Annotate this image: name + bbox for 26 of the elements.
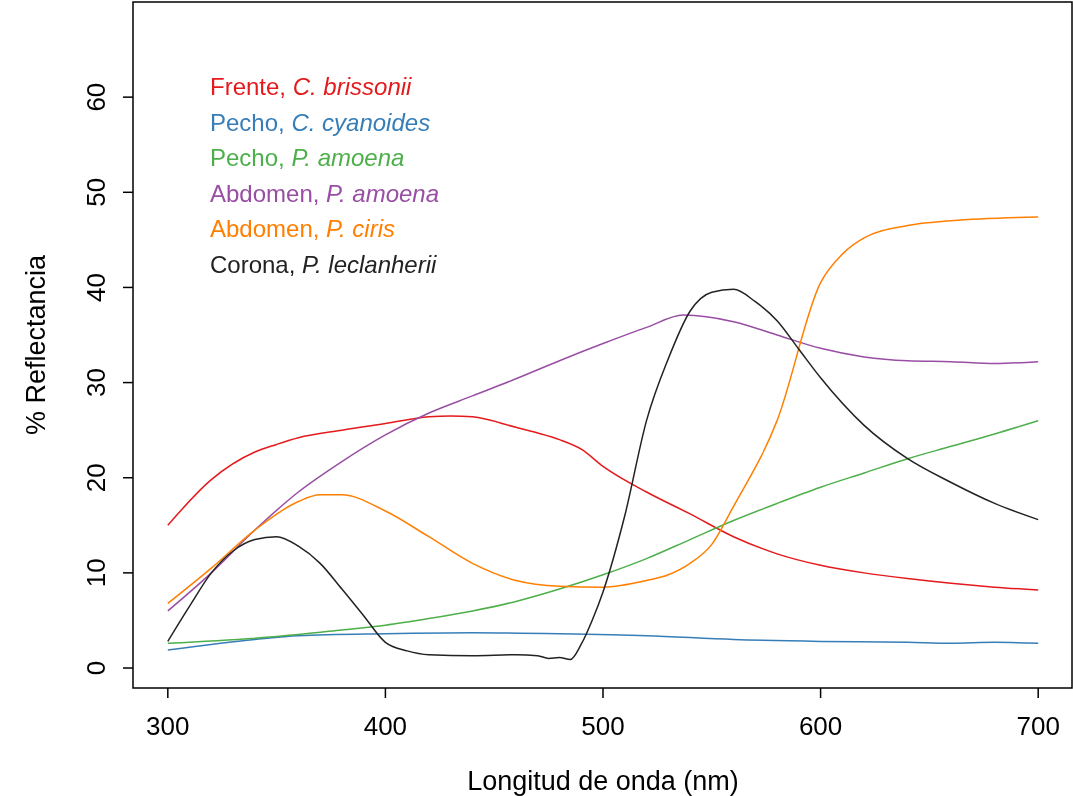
x-tick-label: 300 [146,711,190,741]
x-axis-title: Longitud de onda (nm) [467,766,739,796]
text: Abdomen, P. ciris [210,215,395,242]
x-tick-label: 400 [363,711,408,741]
y-tick-label: 0 [81,660,111,676]
text: Pecho, P. amoena [210,144,405,171]
text: Corona, P. leclanherii [210,250,438,278]
y-axis-title: % Reflectancia [21,253,51,436]
text: Pecho, C. cyanoides [210,108,431,136]
text: Abdomen, P. amoena [210,179,440,207]
x-tick-label: 700 [1016,711,1060,741]
line-series [167,419,1039,645]
line-series [167,288,1039,661]
line-series [167,216,1039,605]
y-tick-label: 40 [81,272,111,302]
y-tick-label: 30 [81,368,111,398]
line-series [167,314,1039,612]
line-series [167,415,1039,591]
y-tick-label: 20 [81,463,111,493]
y-tick-label: 50 [81,177,111,207]
y-tick-label: 10 [81,558,111,588]
line-series [167,632,1039,651]
x-tick-label: 600 [798,711,843,741]
text: Frente, C. brissonii [210,73,413,100]
x-tick-label: 500 [581,711,625,741]
y-tick-label: 60 [81,82,111,112]
